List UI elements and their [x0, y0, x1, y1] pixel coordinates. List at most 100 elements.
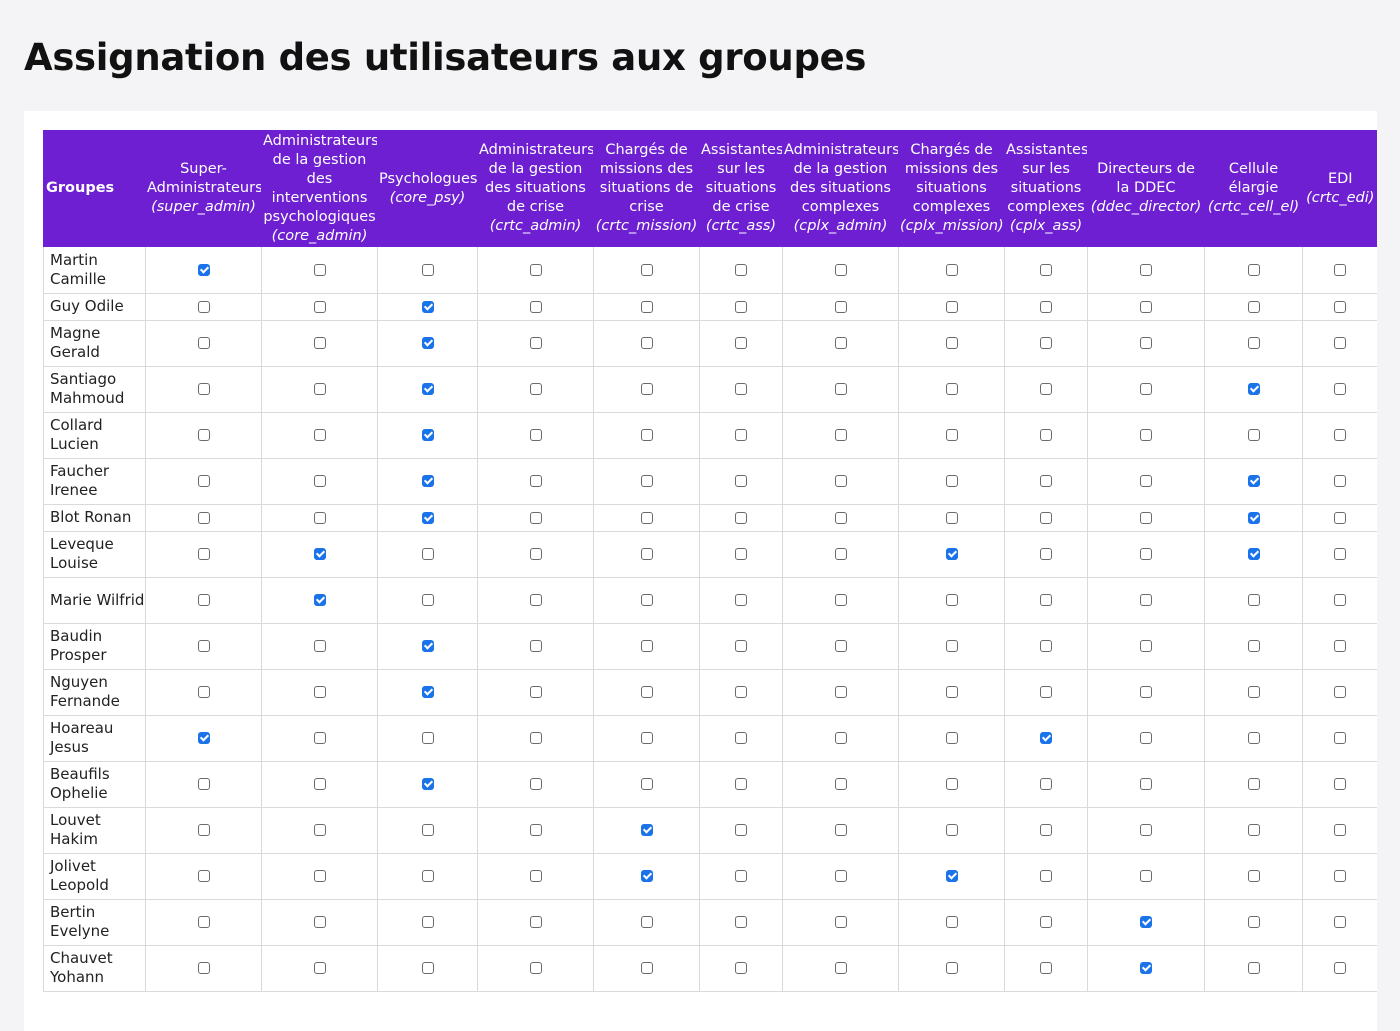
- group-checkbox-crtc-admin[interactable]: [529, 778, 542, 790]
- group-checkbox-core-admin[interactable]: [313, 383, 326, 395]
- group-checkbox-ddec-director[interactable]: [1140, 383, 1152, 395]
- group-checkbox-crtc-mission[interactable]: [640, 732, 653, 744]
- group-checkbox-crtc-mission[interactable]: [640, 962, 653, 974]
- group-checkbox-crtc-mission[interactable]: [640, 916, 653, 928]
- group-checkbox-crtc-edi[interactable]: [1334, 686, 1346, 698]
- group-checkbox-cplx-ass[interactable]: [1040, 824, 1052, 836]
- group-checkbox-cplx-admin[interactable]: [834, 263, 847, 276]
- group-checkbox-crtc-admin[interactable]: [529, 337, 542, 349]
- group-checkbox-core-admin[interactable]: [313, 640, 326, 652]
- group-checkbox-crtc-edi[interactable]: [1334, 916, 1346, 928]
- group-checkbox-ddec-director[interactable]: [1140, 594, 1152, 606]
- group-checkbox-crtc-edi[interactable]: [1334, 263, 1346, 276]
- group-checkbox-crtc-admin[interactable]: [529, 640, 542, 652]
- group-checkbox-cplx-mission[interactable]: [945, 263, 958, 276]
- group-checkbox-cplx-ass[interactable]: [1040, 383, 1052, 395]
- group-checkbox-cplx-admin[interactable]: [834, 870, 847, 882]
- group-checkbox-ddec-director[interactable]: [1140, 732, 1152, 744]
- group-checkbox-cplx-ass[interactable]: [1040, 548, 1052, 560]
- group-checkbox-core-admin[interactable]: [313, 824, 326, 836]
- group-checkbox-super-admin[interactable]: [197, 594, 210, 606]
- group-checkbox-core-psy[interactable]: [421, 870, 434, 882]
- group-checkbox-core-admin[interactable]: [313, 870, 326, 882]
- group-checkbox-core-psy[interactable]: [421, 916, 434, 928]
- group-checkbox-cplx-admin[interactable]: [834, 962, 847, 974]
- group-checkbox-crtc-mission[interactable]: [640, 475, 653, 487]
- group-checkbox-crtc-mission[interactable]: [640, 263, 653, 276]
- group-checkbox-ddec-director[interactable]: [1140, 686, 1152, 698]
- group-checkbox-crtc-mission[interactable]: [640, 594, 653, 606]
- group-checkbox-cplx-ass[interactable]: [1040, 511, 1052, 524]
- group-checkbox-crtc-admin[interactable]: [529, 870, 542, 882]
- group-checkbox-ddec-director[interactable]: [1140, 824, 1152, 836]
- group-checkbox-crtc-cell-el[interactable]: [1247, 962, 1260, 974]
- group-checkbox-core-psy[interactable]: [421, 429, 434, 441]
- group-checkbox-crtc-admin[interactable]: [529, 594, 542, 606]
- group-checkbox-crtc-admin[interactable]: [529, 962, 542, 974]
- group-checkbox-ddec-director[interactable]: [1140, 511, 1152, 524]
- group-checkbox-crtc-ass[interactable]: [735, 594, 747, 606]
- group-checkbox-core-admin[interactable]: [313, 475, 326, 487]
- group-checkbox-super-admin[interactable]: [197, 916, 210, 928]
- group-checkbox-cplx-mission[interactable]: [945, 640, 958, 652]
- group-checkbox-core-psy[interactable]: [421, 548, 434, 560]
- group-checkbox-core-admin[interactable]: [313, 962, 326, 974]
- group-checkbox-crtc-mission[interactable]: [640, 686, 653, 698]
- group-checkbox-crtc-cell-el[interactable]: [1247, 778, 1260, 790]
- group-checkbox-crtc-mission[interactable]: [640, 511, 653, 524]
- group-checkbox-core-psy[interactable]: [421, 640, 434, 652]
- group-checkbox-core-admin[interactable]: [313, 511, 326, 524]
- group-checkbox-cplx-admin[interactable]: [834, 916, 847, 928]
- group-checkbox-cplx-admin[interactable]: [834, 429, 847, 441]
- group-checkbox-crtc-ass[interactable]: [735, 916, 747, 928]
- group-checkbox-crtc-ass[interactable]: [735, 778, 747, 790]
- group-checkbox-core-admin[interactable]: [313, 732, 326, 744]
- group-checkbox-crtc-cell-el[interactable]: [1247, 337, 1260, 349]
- group-checkbox-crtc-edi[interactable]: [1334, 475, 1346, 487]
- group-checkbox-cplx-admin[interactable]: [834, 686, 847, 698]
- group-checkbox-cplx-mission[interactable]: [945, 962, 958, 974]
- group-checkbox-crtc-edi[interactable]: [1334, 383, 1346, 395]
- group-checkbox-crtc-ass[interactable]: [735, 962, 747, 974]
- group-checkbox-super-admin[interactable]: [197, 511, 210, 524]
- group-checkbox-core-admin[interactable]: [313, 686, 326, 698]
- group-checkbox-crtc-edi[interactable]: [1334, 548, 1346, 560]
- group-checkbox-ddec-director[interactable]: [1140, 916, 1152, 928]
- group-checkbox-super-admin[interactable]: [197, 548, 210, 560]
- group-checkbox-crtc-cell-el[interactable]: [1247, 475, 1260, 487]
- group-checkbox-cplx-ass[interactable]: [1040, 640, 1052, 652]
- group-checkbox-crtc-mission[interactable]: [640, 383, 653, 395]
- group-checkbox-cplx-admin[interactable]: [834, 732, 847, 744]
- group-checkbox-cplx-ass[interactable]: [1040, 594, 1052, 606]
- group-checkbox-crtc-cell-el[interactable]: [1247, 594, 1260, 606]
- group-checkbox-cplx-ass[interactable]: [1040, 337, 1052, 349]
- group-checkbox-core-psy[interactable]: [421, 824, 434, 836]
- group-checkbox-core-admin[interactable]: [313, 594, 326, 606]
- group-checkbox-core-psy[interactable]: [421, 686, 434, 698]
- group-checkbox-cplx-ass[interactable]: [1040, 778, 1052, 790]
- group-checkbox-crtc-edi[interactable]: [1334, 870, 1346, 882]
- group-checkbox-crtc-cell-el[interactable]: [1247, 263, 1260, 276]
- group-checkbox-crtc-ass[interactable]: [735, 475, 747, 487]
- group-checkbox-crtc-cell-el[interactable]: [1247, 916, 1260, 928]
- group-checkbox-crtc-admin[interactable]: [529, 732, 542, 744]
- group-checkbox-cplx-ass[interactable]: [1040, 300, 1052, 313]
- group-checkbox-crtc-edi[interactable]: [1334, 300, 1346, 313]
- group-checkbox-cplx-mission[interactable]: [945, 778, 958, 790]
- group-checkbox-core-psy[interactable]: [421, 594, 434, 606]
- group-checkbox-cplx-ass[interactable]: [1040, 686, 1052, 698]
- group-checkbox-cplx-admin[interactable]: [834, 640, 847, 652]
- group-checkbox-crtc-ass[interactable]: [735, 548, 747, 560]
- group-checkbox-super-admin[interactable]: [197, 337, 210, 349]
- group-checkbox-super-admin[interactable]: [197, 778, 210, 790]
- group-checkbox-cplx-ass[interactable]: [1040, 263, 1052, 276]
- group-checkbox-crtc-admin[interactable]: [529, 548, 542, 560]
- group-checkbox-ddec-director[interactable]: [1140, 337, 1152, 349]
- group-checkbox-super-admin[interactable]: [197, 640, 210, 652]
- group-checkbox-cplx-admin[interactable]: [834, 475, 847, 487]
- group-checkbox-crtc-mission[interactable]: [640, 778, 653, 790]
- group-checkbox-cplx-admin[interactable]: [834, 383, 847, 395]
- group-checkbox-crtc-cell-el[interactable]: [1247, 640, 1260, 652]
- group-checkbox-core-psy[interactable]: [421, 511, 434, 524]
- group-checkbox-crtc-ass[interactable]: [735, 300, 747, 313]
